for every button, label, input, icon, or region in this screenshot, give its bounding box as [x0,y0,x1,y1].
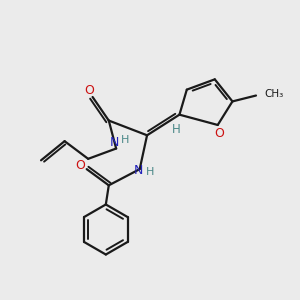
Text: N: N [134,164,143,177]
Text: O: O [85,84,94,97]
Text: O: O [75,159,85,172]
Text: O: O [214,127,224,140]
Text: H: H [172,123,181,136]
Text: H: H [121,135,129,145]
Text: H: H [146,167,154,177]
Text: N: N [110,136,119,148]
Text: CH₃: CH₃ [264,89,284,99]
